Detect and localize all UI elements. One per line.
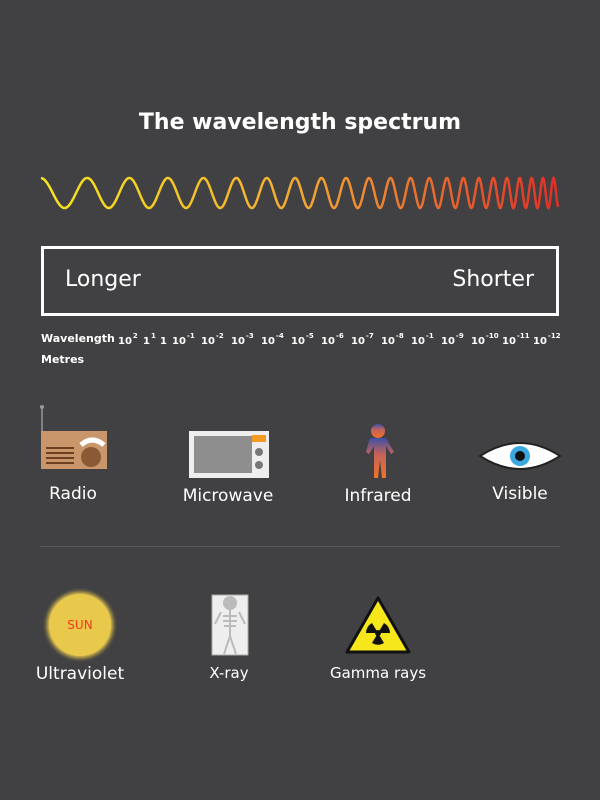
tick-base: 10 — [381, 336, 395, 347]
tick-base: 10 — [533, 336, 547, 347]
band-label-gamma: Gamma rays — [329, 664, 427, 682]
longer-label: Longer — [65, 267, 141, 292]
page-title: The wavelength spectrum — [138, 110, 462, 135]
wavelength-tick: 11 — [143, 332, 156, 347]
tick-base: 10 — [201, 336, 215, 347]
radiation-warning-icon — [345, 596, 411, 654]
tick-base: 10 — [118, 336, 132, 347]
band-label-visible: Visible — [492, 484, 548, 504]
sun-icon-text: SUN — [67, 618, 93, 632]
tick-exponent: -3 — [245, 332, 254, 340]
tick-exponent: 1 — [150, 332, 156, 340]
wavelength-tick: 102 — [118, 332, 138, 347]
tick-base: 10 — [351, 336, 365, 347]
tick-exponent: -8 — [395, 332, 404, 340]
divider — [40, 546, 560, 547]
wavelength-tick: 1 — [160, 332, 168, 347]
tick-exponent: -4 — [275, 332, 284, 340]
tick-exponent: -1 — [425, 332, 434, 340]
wavelength-tick: 10-7 — [351, 332, 374, 347]
wavelength-tick: 10-6 — [321, 332, 344, 347]
wavelength-tick: 10-3 — [231, 332, 254, 347]
tick-base: 10 — [321, 336, 335, 347]
wave-graphic — [40, 175, 560, 210]
tick-exponent: -5 — [305, 332, 314, 340]
wavelength-tick: 10-1 — [172, 332, 195, 347]
person-thermal-icon — [366, 424, 394, 478]
tick-exponent: -6 — [335, 332, 344, 340]
wavelength-tick: 10-8 — [381, 332, 404, 347]
eye-icon — [478, 442, 562, 470]
direction-box: Longer Shorter — [41, 246, 559, 316]
tick-exponent: -9 — [455, 332, 464, 340]
wavelength-tick: 10-1 — [411, 332, 434, 347]
sun-icon: SUN — [49, 594, 111, 656]
tick-exponent: 2 — [132, 332, 138, 340]
band-label-radio: Radio — [49, 484, 97, 504]
wavelength-label: Wavelength — [41, 332, 115, 345]
microwave-icon — [189, 431, 269, 478]
shorter-label: Shorter — [452, 267, 534, 292]
wavelength-tick: 10-11 — [502, 332, 530, 347]
band-label-ultraviolet: Ultraviolet — [35, 664, 125, 684]
wavelength-tick: 10-2 — [201, 332, 224, 347]
tick-base: 10 — [471, 336, 485, 347]
wavelength-tick: 10-9 — [441, 332, 464, 347]
radio-icon — [40, 405, 107, 469]
tick-base: 1 — [143, 336, 150, 347]
tick-base: 10 — [172, 336, 186, 347]
tick-exponent: -1 — [186, 332, 195, 340]
tick-exponent: -7 — [365, 332, 374, 340]
tick-base: 10 — [291, 336, 305, 347]
tick-exponent: -2 — [215, 332, 224, 340]
tick-base: 10 — [441, 336, 455, 347]
wavelength-tick: 10-12 — [533, 332, 561, 347]
wavelength-tick: 10-10 — [471, 332, 499, 347]
tick-base: 10 — [502, 336, 516, 347]
wavelength-tick: 10-5 — [291, 332, 314, 347]
tick-base: 1 — [160, 336, 167, 347]
tick-base: 10 — [261, 336, 275, 347]
band-label-microwave: Microwave — [182, 486, 274, 506]
tick-exponent: -10 — [485, 332, 499, 340]
tick-exponent: -12 — [547, 332, 561, 340]
tick-base: 10 — [231, 336, 245, 347]
wave-line — [40, 175, 560, 210]
tick-base: 10 — [411, 336, 425, 347]
unit-label: Metres — [41, 353, 85, 366]
band-label-infrared: Infrared — [344, 486, 412, 506]
tick-exponent: -11 — [516, 332, 530, 340]
wavelength-tick: 10-4 — [261, 332, 284, 347]
skeleton-xray-icon — [211, 594, 249, 656]
band-label-xray: X-ray — [209, 664, 249, 682]
